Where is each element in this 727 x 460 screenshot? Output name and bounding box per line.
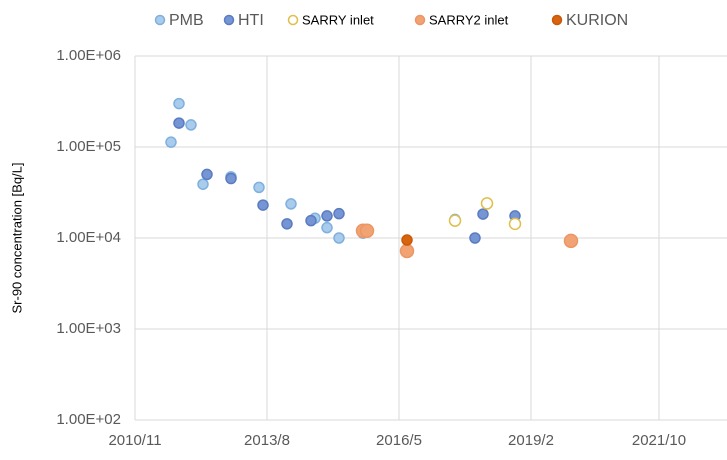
x-tick-label: 2016/5	[376, 432, 422, 449]
data-point	[173, 97, 185, 110]
legend-label: KURION	[566, 12, 628, 29]
data-point	[399, 243, 415, 259]
data-point	[321, 210, 333, 222]
data-point	[173, 117, 185, 129]
data-point	[281, 218, 293, 230]
y-tick-label: 1.00E+02	[56, 411, 121, 428]
data-point	[477, 208, 489, 220]
data-point	[285, 198, 297, 210]
data-point	[201, 168, 213, 181]
data-point	[305, 214, 317, 227]
data-point	[508, 217, 522, 231]
data-point	[448, 214, 462, 227]
y-tick-label: 1.00E+03	[56, 320, 121, 337]
y-tick-label: 1.00E+06	[56, 47, 121, 64]
legend-label: PMB	[169, 12, 204, 29]
y-tick-label: 1.00E+04	[56, 229, 121, 246]
data-point	[563, 233, 579, 249]
x-tick-label: 2021/10	[632, 432, 686, 449]
data-point	[197, 178, 209, 190]
x-tick-label: 2019/2	[508, 432, 554, 449]
data-point	[165, 136, 177, 148]
legend-marker	[414, 14, 426, 26]
data-point	[253, 181, 265, 194]
legend-marker	[287, 14, 299, 26]
data-point	[469, 232, 481, 244]
data-point	[257, 199, 269, 211]
legend-marker	[551, 14, 563, 26]
data-point	[333, 232, 345, 244]
legend-label: SARRY inlet	[302, 12, 374, 27]
y-axis-label: Sr-90 concentration [Bq/L]	[9, 162, 24, 313]
legend-label: HTI	[238, 12, 264, 29]
y-tick-label: 1.00E+05	[56, 138, 121, 155]
data-point	[225, 172, 237, 185]
data-point	[333, 207, 345, 220]
x-tick-label: 2010/11	[108, 432, 161, 449]
data-point	[480, 197, 494, 210]
data-point	[321, 221, 333, 234]
legend-marker	[154, 14, 166, 26]
legend-marker	[223, 14, 235, 26]
data-point	[401, 234, 413, 246]
data-point	[185, 119, 197, 131]
data-point	[359, 223, 375, 239]
legend-label: SARRY2 inlet	[429, 12, 509, 27]
x-tick-label: 2013/8	[244, 432, 290, 449]
